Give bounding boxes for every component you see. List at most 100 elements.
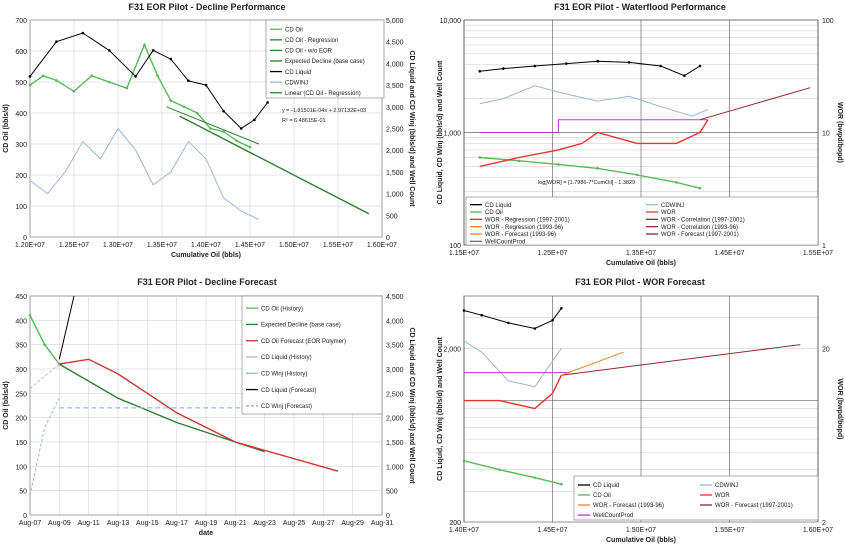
data-point [55,79,58,82]
x-tick-label: Aug-11 [78,520,100,527]
data-point [266,101,269,104]
x-tick-label: 1.35E+07 [147,242,177,249]
data-point [551,318,554,322]
x-tick-label: Aug-31 [371,520,394,527]
y-tick-label: 1,000 [443,131,461,138]
data-point [43,343,46,346]
data-point [596,167,600,170]
legend-label: WOR - Regression (1993-96) [485,225,563,231]
legend-label: Linear (CD Oil - Regression) [285,91,361,97]
y2-tick-label: 1,000 [386,192,404,199]
legend-label: WOR - Regression (1997-2001) [485,218,570,224]
y-tick-label: 100 [15,464,27,471]
data-point [462,309,466,312]
x-axis-label: Cumulative Oil (bbls) [606,260,676,267]
y2-tick-label: 1,500 [386,170,404,177]
x-tick-label: Aug-09 [48,520,71,527]
data-point [533,64,537,68]
legend-label: WellCountProd [485,240,525,246]
legend-label: CD Oil Forecast (EOR Polymer) [261,339,346,345]
legend-label: Expected Decline (base case) [261,323,341,329]
chart-title: F31 EOR Pilot - WOR Forecast [575,277,705,287]
data-point [55,40,58,43]
y2-axis-label: WOR (bwpd/bopd) [836,102,843,163]
y2-tick-label: 4,500 [386,294,404,301]
data-point [560,306,563,310]
data-point [28,75,32,78]
y2-tick-label: 1 [822,243,826,250]
data-point [462,459,466,463]
x-tick-label: 1.50E+07 [626,527,656,534]
y-tick-label: 0 [23,513,27,520]
data-point [533,476,537,479]
data-point [41,74,45,78]
data-point [506,321,510,325]
x-tick-label: 1.25E+07 [537,250,567,257]
x-tick-label: Aug-13 [107,520,130,527]
series-line [479,119,709,168]
x-tick-label: 1.20E+07 [15,242,45,249]
data-point [675,181,678,184]
legend-label: CD Oil (History) [261,306,303,312]
data-point [635,173,639,177]
y2-tick-label: 3,000 [386,105,404,112]
x-tick-label: Aug-25 [283,520,306,527]
data-point [134,75,137,78]
data-point [253,118,256,122]
x-tick-label: 1.60E+07 [803,527,833,534]
y-tick-label: 0 [23,235,27,242]
legend-label: WOR [715,493,730,499]
annotation-text: R² = 6.48615E-01 [282,118,326,124]
series-line [463,308,562,330]
x-tick-label: Aug-15 [136,520,159,527]
data-point [517,159,521,163]
chart-title: F31 EOR Pilot - Decline Performance [128,2,285,12]
x-tick-label: 1.60E+07 [367,242,397,249]
data-point [248,145,252,149]
data-point [151,49,155,52]
y-tick-label: 500 [15,80,27,87]
x-tick-label: 1.40E+07 [191,242,221,249]
data-point [478,156,482,159]
data-point [564,62,568,65]
y2-tick-label: 2,000 [386,148,404,155]
y2-tick-label: 100 [822,18,834,25]
legend-label: WOR - Correlation (1997-2001) [661,218,745,224]
data-point [125,86,129,90]
x-tick-label: 1.55E+07 [714,527,744,534]
legend-label: CD Liquid (Forecast) [261,388,316,394]
legend-label: CDWINJ [285,80,308,86]
y-tick-label: 100 [449,243,461,250]
y2-tick-label: 500 [386,489,398,496]
legend-label: CD Oil - Regression [285,38,338,44]
x-tick-label: 1.25E+07 [59,242,89,249]
y2-tick-label: 4,000 [386,318,404,325]
data-point [222,130,225,133]
data-point [169,99,173,102]
y2-tick-label: 0 [386,235,390,242]
y2-tick-label: 2,500 [386,127,404,134]
y-tick-label: 350 [15,343,27,350]
y2-tick-label: 2,000 [386,416,404,423]
chart-decline-performance: F31 EOR Pilot - Decline Performance 1.20E… [3,2,415,259]
legend-label: CD Oil [485,210,503,216]
series-line [58,295,75,360]
data-point [560,482,563,486]
x-tick-label: 1.35E+07 [626,250,656,257]
legend-label: WOR - Forecast (1993-96) [485,232,556,238]
data-point [239,127,243,130]
series-line [464,374,563,410]
x-tick-label: 1.55E+07 [803,250,833,257]
chart-wor-forecast: F31 EOR Pilot - WOR Forecast 1.40E+07 1.45… [437,277,843,544]
y-tick-label: 300 [15,142,27,149]
series-line [29,42,251,148]
y2-tick-label: 4,500 [386,40,404,47]
x-tick-label: 1.55E+07 [323,242,353,249]
data-point [107,80,111,84]
legend-label: WOR - Forecast (1997-2001) [715,503,793,509]
legend-label: CD Oil - w/o EOR [285,49,333,55]
data-point [222,109,225,113]
legend-box [241,295,383,415]
